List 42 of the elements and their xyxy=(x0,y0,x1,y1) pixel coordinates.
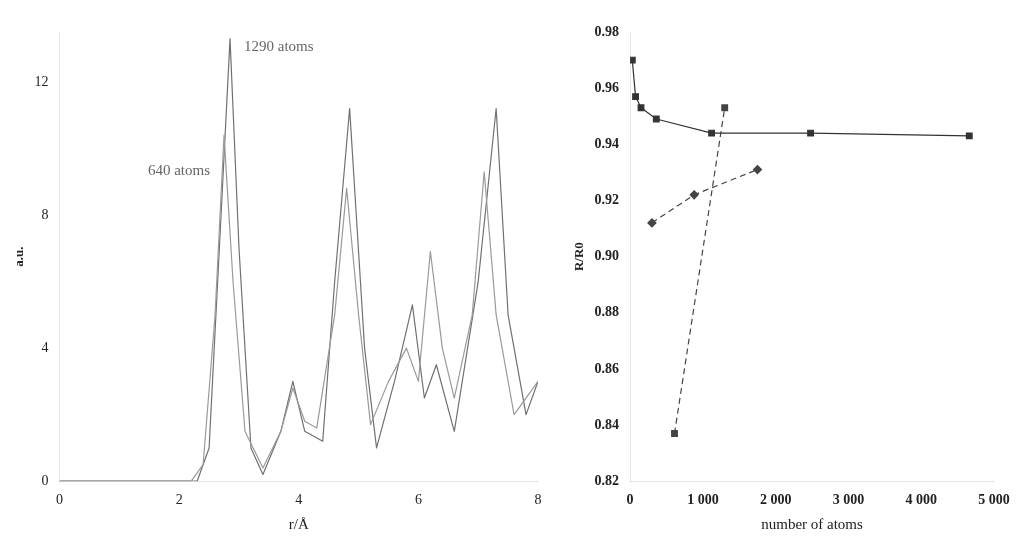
point xyxy=(647,218,657,228)
y-tick-label: 0.84 xyxy=(594,416,620,432)
point xyxy=(637,104,645,112)
y-tick-label: 0 xyxy=(41,472,49,488)
x-tick-label: 6 xyxy=(414,492,422,508)
point xyxy=(965,132,973,140)
x-axis-title: number of atoms xyxy=(761,515,864,532)
x-tick-label: 2 000 xyxy=(759,492,792,508)
point xyxy=(708,129,716,137)
y-axis-title: a.u. xyxy=(11,246,27,267)
y-tick-label: 0.92 xyxy=(594,192,620,208)
x-axis-title: r/Å xyxy=(288,515,309,532)
x-tick-label: 1 000 xyxy=(687,492,719,508)
point xyxy=(632,93,639,100)
x-tick-label: 2 xyxy=(175,492,183,508)
series-label: 1290 atoms xyxy=(244,37,314,54)
point xyxy=(671,430,678,437)
point xyxy=(721,104,729,112)
x-tick-label: 3 000 xyxy=(832,492,865,508)
x-tick-label: 8 xyxy=(534,492,542,508)
x-tick-label: 4 xyxy=(295,492,303,508)
point xyxy=(807,129,815,137)
point xyxy=(752,164,763,175)
series-label: 640 atoms xyxy=(147,162,211,179)
x-tick-label: 4 000 xyxy=(905,492,937,508)
y-tick-label: 0.88 xyxy=(594,304,620,320)
x-tick-label: 5 000 xyxy=(978,492,1010,508)
point xyxy=(630,56,636,64)
point xyxy=(689,190,699,200)
x-tick-label: 0 xyxy=(626,492,634,508)
y-tick-label: 0.82 xyxy=(594,472,620,488)
y-axis-title: R/R0 xyxy=(571,242,587,272)
y-tick-label: 12 xyxy=(34,73,49,89)
y-tick-label: 0.90 xyxy=(594,248,620,264)
y-tick-label: 0.96 xyxy=(594,79,620,95)
y-tick-label: 0.86 xyxy=(594,360,620,376)
y-tick-label: 0.94 xyxy=(594,135,620,151)
y-tick-label: 4 xyxy=(41,339,49,355)
y-tick-label: 8 xyxy=(41,206,49,222)
y-tick-label: 0.98 xyxy=(594,23,620,39)
x-tick-label: 0 xyxy=(56,492,64,508)
point xyxy=(652,115,660,123)
